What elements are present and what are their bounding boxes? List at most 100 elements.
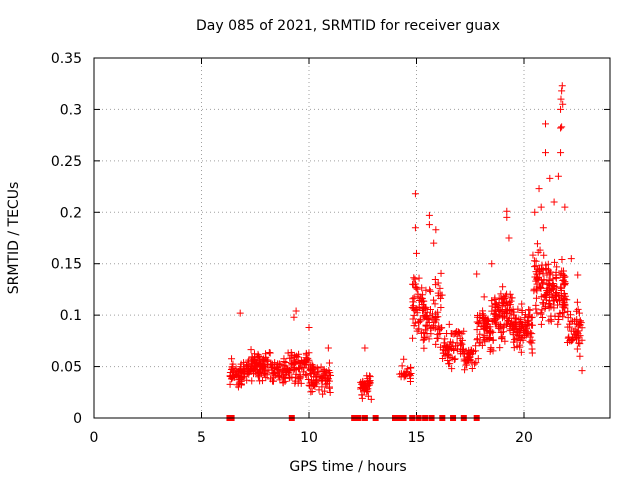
data-point [450,346,458,354]
data-point [364,392,372,400]
data-point [448,354,456,362]
data-point [568,336,576,344]
data-point [575,309,583,317]
data-point [254,369,262,377]
x-tick-label: 0 [90,430,99,446]
data-point [325,367,333,375]
data-point [464,356,472,364]
data-point [417,317,425,325]
data-point [436,284,444,292]
data-point [259,355,267,363]
data-point [409,295,417,303]
data-point [489,328,497,336]
data-point [250,350,258,358]
data-point [425,221,433,229]
data-point [410,302,418,310]
data-point [483,324,491,332]
data-point [526,338,534,346]
y-tick-label: 0.25 [51,154,82,170]
data-point [273,364,281,372]
data-point [561,203,569,211]
data-point [468,365,476,373]
data-point [559,100,567,108]
data-point [472,359,480,367]
data-point [542,149,549,157]
data-point [425,316,433,324]
data-point [420,344,428,352]
data-point [282,359,290,367]
data-point [303,355,311,363]
data-point [566,320,574,328]
data-point [309,365,317,373]
y-tick-label: 0.05 [51,360,82,376]
data-point [284,349,292,357]
data-point [531,273,539,281]
data-point [501,337,509,345]
data-point [495,294,503,302]
data-point [492,301,500,309]
data-point [480,293,488,301]
plot-frame [93,57,611,419]
data-point [478,310,486,318]
data-point [502,307,510,315]
data-point [503,298,511,306]
chart-title: Day 085 of 2021, SRMTID for receiver gua… [196,18,500,34]
data-point [425,211,433,219]
data-point [292,370,300,378]
data-point [486,334,494,342]
data-point [554,320,562,328]
data-point [398,362,406,370]
data-point [490,315,498,323]
data-point [548,281,556,289]
data-point [514,305,522,313]
data-point [432,316,440,324]
data-point [325,359,333,367]
data-point [247,346,255,354]
data-point [299,368,307,376]
data-point [425,318,433,326]
data-point [510,323,518,331]
data-point [558,82,566,90]
data-point [315,386,323,394]
data-point [558,123,566,131]
data-point [233,381,241,389]
data-point [446,338,454,346]
data-point [259,365,267,373]
y-tick-label: 0.2 [60,205,82,221]
data-point [532,262,540,270]
data-point [414,292,422,300]
data-point [324,344,332,352]
y-axis-label: SRMTID / TECUs [6,182,22,295]
data-point [532,285,540,293]
data-point [558,87,566,95]
data-point [412,306,420,314]
data-point [498,333,506,341]
data-point [248,377,256,385]
data-point [485,335,493,343]
data-point [573,345,581,353]
data-point [505,234,513,242]
data-point [492,320,500,328]
x-tick-label: 5 [197,430,206,446]
data-point [361,344,369,352]
data-point [366,379,374,387]
data-point [556,310,564,318]
data-point [238,375,246,383]
data-point [549,297,557,305]
data-point [245,356,253,364]
data-point [309,379,317,387]
data-point [506,320,514,328]
data-point [234,369,242,377]
data-point [528,339,536,347]
data-point [538,265,546,273]
data-point [491,296,499,304]
data-point [427,330,435,338]
data-point [539,269,547,277]
data-point [532,301,540,309]
data-point [298,359,306,367]
data-point [576,317,584,325]
data-point [266,349,274,357]
data-point [503,213,511,221]
data-point [454,328,462,336]
data-point [359,381,367,389]
